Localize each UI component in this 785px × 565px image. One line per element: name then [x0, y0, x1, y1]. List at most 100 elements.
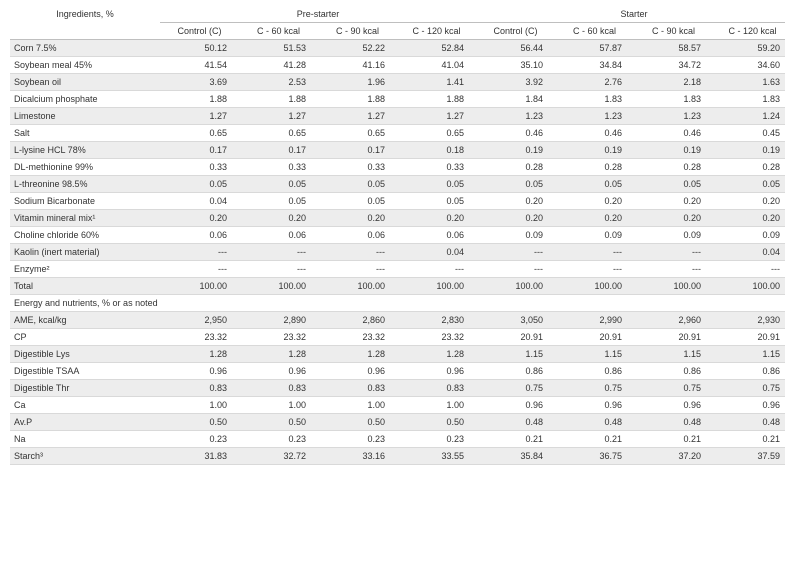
table-row: Kaolin (inert material)---------0.04----… — [10, 244, 785, 261]
row-value: 100.00 — [160, 278, 239, 295]
row-value: 100.00 — [397, 278, 476, 295]
row-value: 1.88 — [397, 91, 476, 108]
row-label: DL-methionine 99% — [10, 159, 160, 176]
row-value: 1.15 — [555, 346, 634, 363]
row-value: 23.32 — [318, 329, 397, 346]
row-value: 1.00 — [239, 397, 318, 414]
row-value: 56.44 — [476, 40, 555, 57]
row-value: 1.88 — [318, 91, 397, 108]
row-label: Ca — [10, 397, 160, 414]
row-value: 0.04 — [713, 244, 785, 261]
header-col: C - 90 kcal — [634, 23, 713, 40]
row-value: 100.00 — [634, 278, 713, 295]
row-value: --- — [634, 244, 713, 261]
row-value: 0.96 — [634, 397, 713, 414]
row-value: --- — [476, 261, 555, 278]
header-col: C - 60 kcal — [555, 23, 634, 40]
row-value: 1.27 — [397, 108, 476, 125]
row-value: 0.05 — [239, 193, 318, 210]
row-value: 0.83 — [397, 380, 476, 397]
row-value: 0.20 — [555, 210, 634, 227]
row-value: 0.75 — [713, 380, 785, 397]
row-value: 33.55 — [397, 448, 476, 465]
row-value: 0.28 — [634, 159, 713, 176]
row-value: 23.32 — [239, 329, 318, 346]
row-value: --- — [713, 261, 785, 278]
row-value: 0.20 — [634, 193, 713, 210]
header-ingredients: Ingredients, % — [10, 6, 160, 23]
row-value: 1.83 — [634, 91, 713, 108]
row-value: 1.27 — [160, 108, 239, 125]
row-value: 0.21 — [555, 431, 634, 448]
row-value: 0.21 — [634, 431, 713, 448]
row-value: 0.06 — [239, 227, 318, 244]
row-label: Soybean oil — [10, 74, 160, 91]
row-value: 52.22 — [318, 40, 397, 57]
row-label: Choline chloride 60% — [10, 227, 160, 244]
row-value: 0.05 — [476, 176, 555, 193]
header-col: C - 120 kcal — [397, 23, 476, 40]
row-value: 2,860 — [318, 312, 397, 329]
header-col: C - 120 kcal — [713, 23, 785, 40]
row-value: 2.53 — [239, 74, 318, 91]
row-value: 1.23 — [476, 108, 555, 125]
row-label: Na — [10, 431, 160, 448]
row-label: Soybean meal 45% — [10, 57, 160, 74]
row-value: 35.10 — [476, 57, 555, 74]
row-value: 0.20 — [318, 210, 397, 227]
row-label: CP — [10, 329, 160, 346]
row-value: 1.15 — [713, 346, 785, 363]
row-value: 100.00 — [476, 278, 555, 295]
row-value: 1.28 — [239, 346, 318, 363]
row-value: 34.72 — [634, 57, 713, 74]
table-row: AME, kcal/kg2,9502,8902,8602,8303,0502,9… — [10, 312, 785, 329]
row-value: 34.84 — [555, 57, 634, 74]
row-label: Digestible Lys — [10, 346, 160, 363]
table-row: CP23.3223.3223.3223.3220.9120.9120.9120.… — [10, 329, 785, 346]
row-value: 32.72 — [239, 448, 318, 465]
row-value: 0.04 — [397, 244, 476, 261]
row-value: 0.20 — [713, 193, 785, 210]
row-value: 0.86 — [555, 363, 634, 380]
row-value: 37.20 — [634, 448, 713, 465]
row-value: --- — [318, 244, 397, 261]
row-value: 0.96 — [555, 397, 634, 414]
table-row: Soybean meal 45%41.5441.2841.1641.0435.1… — [10, 57, 785, 74]
row-value: 0.06 — [397, 227, 476, 244]
row-value: 0.23 — [239, 431, 318, 448]
row-value: 20.91 — [476, 329, 555, 346]
row-label: Sodium Bicarbonate — [10, 193, 160, 210]
header-col: C - 60 kcal — [239, 23, 318, 40]
table-row: Digestible Thr0.830.830.830.830.750.750.… — [10, 380, 785, 397]
row-value: 0.96 — [318, 363, 397, 380]
row-value: 1.96 — [318, 74, 397, 91]
row-label: Salt — [10, 125, 160, 142]
row-value: 1.15 — [476, 346, 555, 363]
row-value: 23.32 — [160, 329, 239, 346]
nutrients-header-row: Energy and nutrients, % or as noted — [10, 295, 785, 312]
row-value: 31.83 — [160, 448, 239, 465]
row-value: 2,950 — [160, 312, 239, 329]
table-row: Dicalcium phosphate1.881.881.881.881.841… — [10, 91, 785, 108]
row-value: 1.23 — [555, 108, 634, 125]
row-value: 0.19 — [476, 142, 555, 159]
row-value: 1.28 — [397, 346, 476, 363]
row-value: 41.54 — [160, 57, 239, 74]
row-value: 20.91 — [634, 329, 713, 346]
row-value: 0.96 — [160, 363, 239, 380]
row-value: 1.88 — [239, 91, 318, 108]
row-value: 100.00 — [239, 278, 318, 295]
row-label: Digestible Thr — [10, 380, 160, 397]
row-value: 0.20 — [713, 210, 785, 227]
row-value: --- — [476, 244, 555, 261]
row-value: 41.28 — [239, 57, 318, 74]
row-value: 0.19 — [713, 142, 785, 159]
table-row: Na0.230.230.230.230.210.210.210.21 — [10, 431, 785, 448]
row-value: 0.21 — [476, 431, 555, 448]
row-value: 2,930 — [713, 312, 785, 329]
row-value: 0.04 — [160, 193, 239, 210]
row-value: 0.09 — [476, 227, 555, 244]
row-value: --- — [397, 261, 476, 278]
row-value: 0.23 — [318, 431, 397, 448]
header-blank — [10, 23, 160, 40]
